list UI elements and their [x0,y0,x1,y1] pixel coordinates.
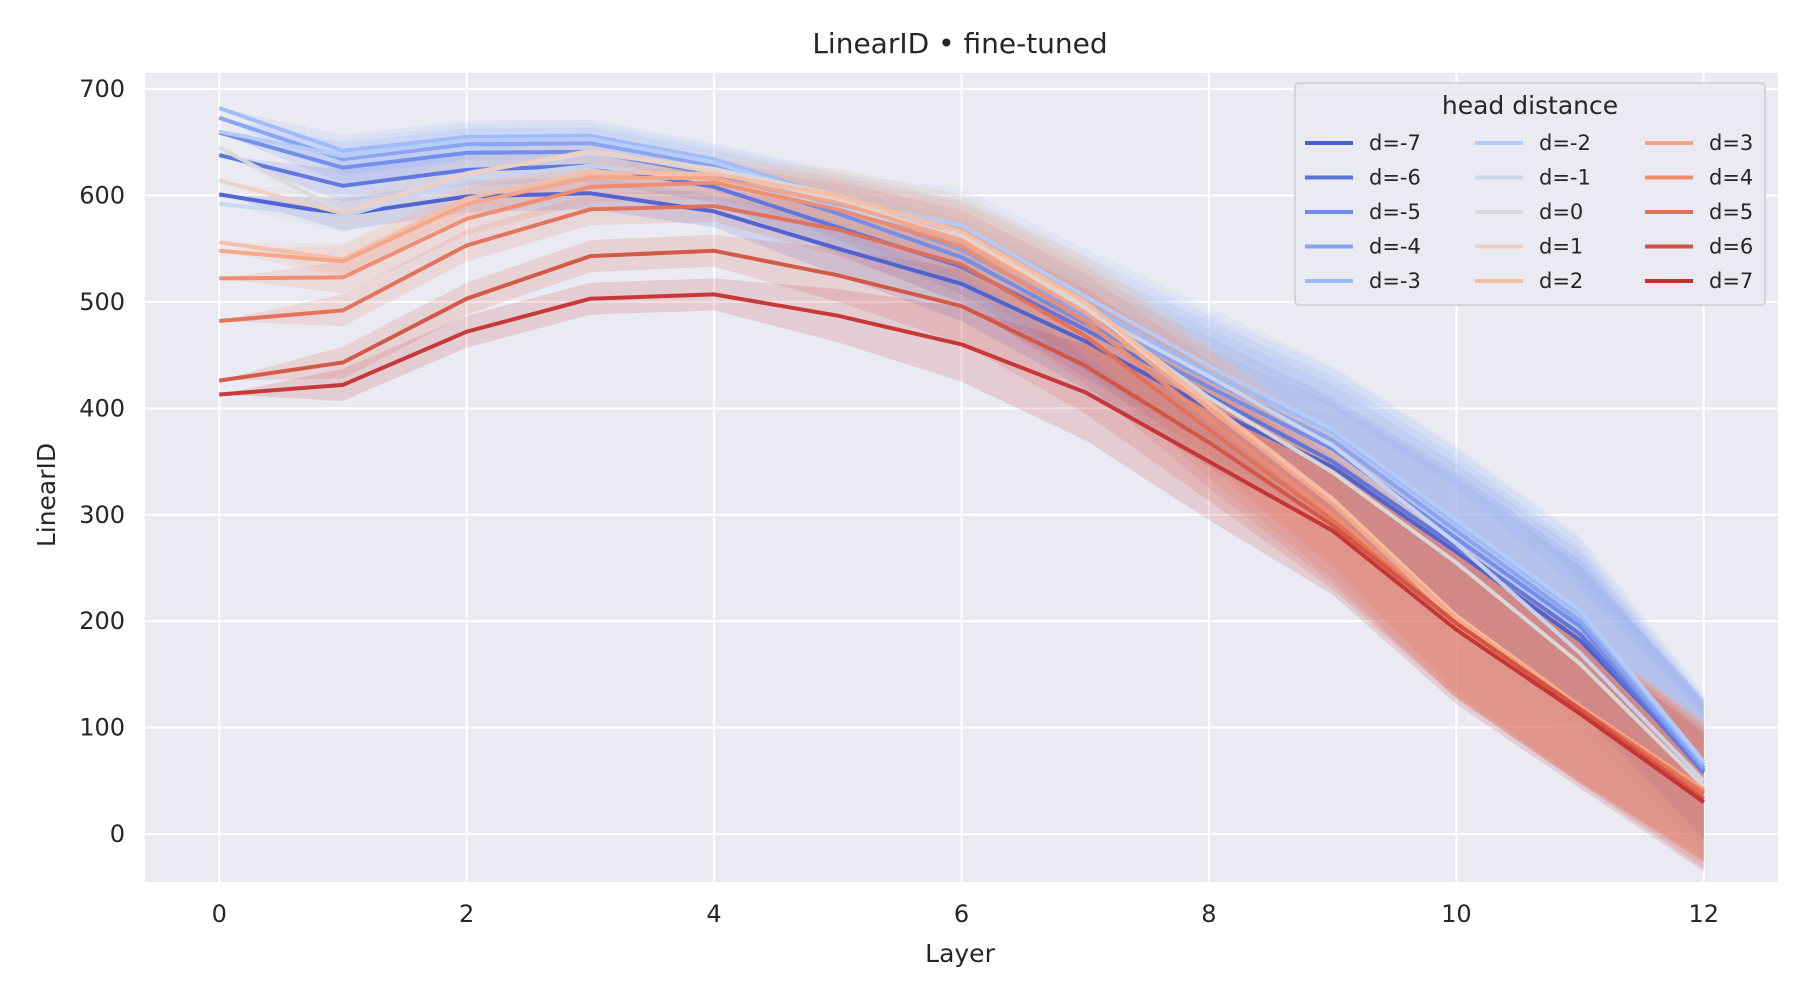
confidence-band [219,156,1704,861]
legend-title: head distance [1442,91,1618,120]
series-line [218,115,1706,770]
y-tick-label: 0 [110,820,125,848]
legend-label: d=0 [1539,200,1583,224]
legend-label: d=1 [1539,235,1583,259]
legend-label: d=-5 [1369,200,1421,224]
confidence-band [219,161,1704,859]
confidence-band [219,149,1704,851]
legend-label: d=4 [1709,166,1753,190]
legend-label: d=-2 [1539,131,1591,155]
series-line [219,175,1705,792]
series-line [218,191,1706,770]
legend-label: d=-3 [1369,269,1421,293]
legend: head distance d=-7d=-6d=-5d=-4d=-3d=-2d=… [1294,82,1766,306]
legend-label: d=2 [1539,269,1583,293]
y-tick-label: 400 [79,394,125,422]
x-tick-label: 4 [706,900,721,928]
legend-label: d=-1 [1539,166,1591,190]
y-tick-label: 300 [79,501,125,529]
y-axis-label: LinearID [32,443,61,547]
axis-tick-labels: 0 2 4 6 8 10 12 0 100 200 300 400 500 600 700 [79,75,1719,928]
series-line [218,130,1706,772]
y-tick-label: 100 [79,714,125,742]
legend-label: d=-4 [1369,235,1421,259]
legend-label: d=7 [1709,269,1753,293]
legend-label: d=3 [1709,131,1753,155]
legend-items: d=-7 d=-6 d=-5 d=-4 d=-3 d=-2 d=-1 d=0 d=1 d=2 d=3… [1305,131,1753,293]
series-line [218,170,1705,794]
confidence-band [219,123,1704,831]
confidence-band [219,234,1704,869]
legend-box [1294,82,1766,306]
chart-title: LinearID • fine-tuned [812,27,1107,60]
y-tick-label: 700 [79,75,125,103]
series-line [218,163,1706,783]
y-tick-label: 600 [79,181,125,209]
legend-label: d=5 [1709,200,1753,224]
series-line [218,129,1706,763]
confidence-band [219,117,1704,838]
x-axis-label: Layer [925,939,995,968]
x-tick-label: 6 [954,900,969,928]
confidence-band [219,177,1704,838]
series-line [218,248,1705,801]
legend-label: d=-6 [1369,166,1421,190]
x-tick-label: 12 [1688,900,1719,928]
y-tick-label: 200 [79,607,125,635]
x-tick-label: 10 [1441,900,1472,928]
x-tick-label: 8 [1201,900,1216,928]
legend-label: d=-7 [1369,131,1421,155]
x-tick-label: 2 [459,900,474,928]
y-tick-label: 500 [79,288,125,316]
series-line [219,292,1705,804]
x-tick-label: 0 [212,900,227,928]
confidence-band [219,108,1704,835]
series-lines [218,106,1706,804]
legend-label: d=6 [1709,235,1753,259]
